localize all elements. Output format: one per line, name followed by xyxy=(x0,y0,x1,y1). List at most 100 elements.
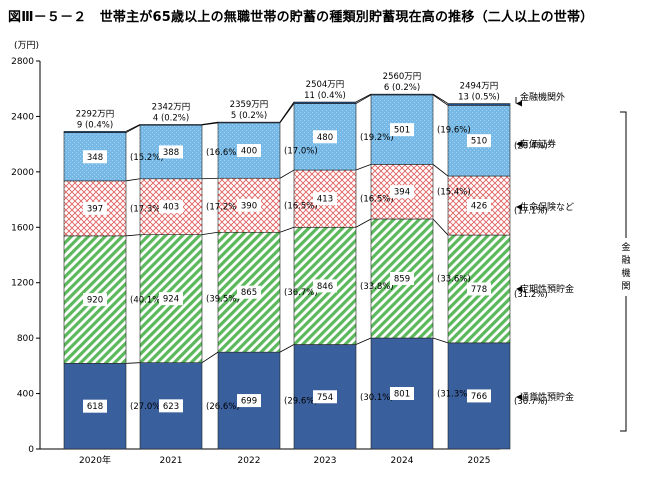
connector-line xyxy=(125,124,141,132)
value-label: 859 xyxy=(394,274,410,284)
connector-line xyxy=(432,93,449,104)
value-label-box xyxy=(390,387,414,401)
value-label: 426 xyxy=(471,202,487,212)
value-label: 413 xyxy=(317,195,333,205)
percent-label: (17.0%) xyxy=(284,147,318,157)
value-label: 924 xyxy=(163,295,179,305)
chart-title: 図Ⅲ－５－２ 世帯主が65歳以上の無職世帯の貯蓄の種類別貯蓄現在高の推移（二人以… xyxy=(8,10,594,25)
series-label: 金融機関外 xyxy=(520,91,565,103)
value-label-box xyxy=(313,192,337,206)
bracket-label-char: 金 xyxy=(621,241,630,253)
y-tick-label: 1600 xyxy=(11,223,34,233)
value-label: 388 xyxy=(163,148,179,158)
connector-line xyxy=(355,218,372,228)
connector-line xyxy=(432,337,449,344)
x-tick-label: 2025 xyxy=(468,456,491,466)
total-label: 2494万円 xyxy=(460,82,499,92)
percent-label: (26.6%) xyxy=(206,402,240,412)
x-tick-label: 2023 xyxy=(314,456,337,466)
connector-line xyxy=(125,362,141,364)
bracket-label-char: 機 xyxy=(621,267,630,279)
connector-line xyxy=(201,351,219,364)
value-label: 846 xyxy=(317,282,333,292)
value-label-box xyxy=(237,285,261,299)
value-label: 766 xyxy=(471,392,487,402)
percent-label: (33.8%) xyxy=(360,282,394,292)
bar-segment xyxy=(447,103,511,106)
x-tick-label: 2024 xyxy=(391,456,414,466)
total-label: 2292万円 xyxy=(76,109,115,119)
value-label-box xyxy=(159,399,183,413)
series-label: 定期性預貯金 xyxy=(520,283,574,295)
value-label: 348 xyxy=(87,153,103,163)
connector-line xyxy=(355,337,372,345)
value-label-box xyxy=(390,271,414,285)
y-tick-label: 2000 xyxy=(11,168,34,178)
value-label: 480 xyxy=(317,133,333,143)
x-tick-label: 2020年 xyxy=(79,454,111,466)
total-label: 2504万円 xyxy=(306,80,345,90)
value-label-box xyxy=(237,394,261,408)
percent-label: (15.4%) xyxy=(437,188,471,198)
y-tick-label: 1200 xyxy=(11,279,34,289)
connector-line xyxy=(125,124,141,133)
other-value-label: 6 (0.2%) xyxy=(384,83,420,93)
value-label-box xyxy=(467,389,491,403)
connector-line xyxy=(125,234,141,237)
connector-line xyxy=(125,178,141,182)
value-label: 510 xyxy=(471,137,487,147)
value-label: 390 xyxy=(241,201,257,211)
value-label-box xyxy=(83,293,107,307)
series-label: 生命保険など xyxy=(520,201,574,213)
connector-line xyxy=(432,94,449,106)
y-tick-label: 2800 xyxy=(11,57,34,67)
bracket-label-char: 融 xyxy=(621,255,630,266)
other-value-label: 5 (0.2%) xyxy=(231,111,267,121)
total-label: 2359万円 xyxy=(230,100,269,110)
percent-label: (19.6%) xyxy=(437,126,471,136)
series-label: 有価証券 xyxy=(520,138,556,150)
other-value-label: 4 (0.2%) xyxy=(153,113,189,123)
connector-line xyxy=(432,218,449,236)
connector-line xyxy=(279,103,295,124)
percent-label: (31.3%) xyxy=(437,390,471,400)
connector-line xyxy=(201,177,219,180)
value-label-box xyxy=(313,130,337,144)
bar-segment xyxy=(63,131,127,133)
value-label-box xyxy=(83,201,107,215)
value-label-box xyxy=(237,198,261,212)
connector-line xyxy=(201,121,219,125)
value-label: 618 xyxy=(87,402,103,412)
percent-label: (29.6%) xyxy=(284,397,318,407)
y-tick-label: 2400 xyxy=(11,112,34,122)
x-tick-label: 2021 xyxy=(160,456,183,466)
percent-label: (17.2%) xyxy=(206,203,240,213)
y-tick-label: 400 xyxy=(17,390,34,400)
y-unit-label: (万円) xyxy=(14,40,39,51)
value-label-box xyxy=(159,200,183,214)
value-label: 754 xyxy=(317,393,333,403)
connector-line xyxy=(279,344,295,353)
value-label-box xyxy=(159,145,183,159)
x-tick-label: 2022 xyxy=(238,456,261,466)
connector-line xyxy=(355,94,372,104)
percent-label: (17.1%) xyxy=(514,207,548,217)
legend-arrow-head xyxy=(516,394,522,400)
value-label-box xyxy=(159,292,183,306)
bar-segment xyxy=(370,93,434,96)
total-label: 2560万円 xyxy=(383,72,422,82)
connector-line xyxy=(279,169,295,179)
percent-label: (16.5%) xyxy=(284,201,318,211)
bar-segment xyxy=(447,342,511,450)
legend-arrow-head xyxy=(516,141,522,147)
value-label: 394 xyxy=(394,188,410,198)
connector-line xyxy=(355,164,372,171)
bar-segment xyxy=(293,101,357,104)
percent-label: (16.6%) xyxy=(206,148,240,158)
percent-label: (15.2%) xyxy=(130,153,164,163)
total-label: 2342万円 xyxy=(152,102,191,112)
bar-segment xyxy=(217,121,281,124)
value-label-box xyxy=(390,185,414,199)
percent-label: (36.7%) xyxy=(284,288,318,298)
